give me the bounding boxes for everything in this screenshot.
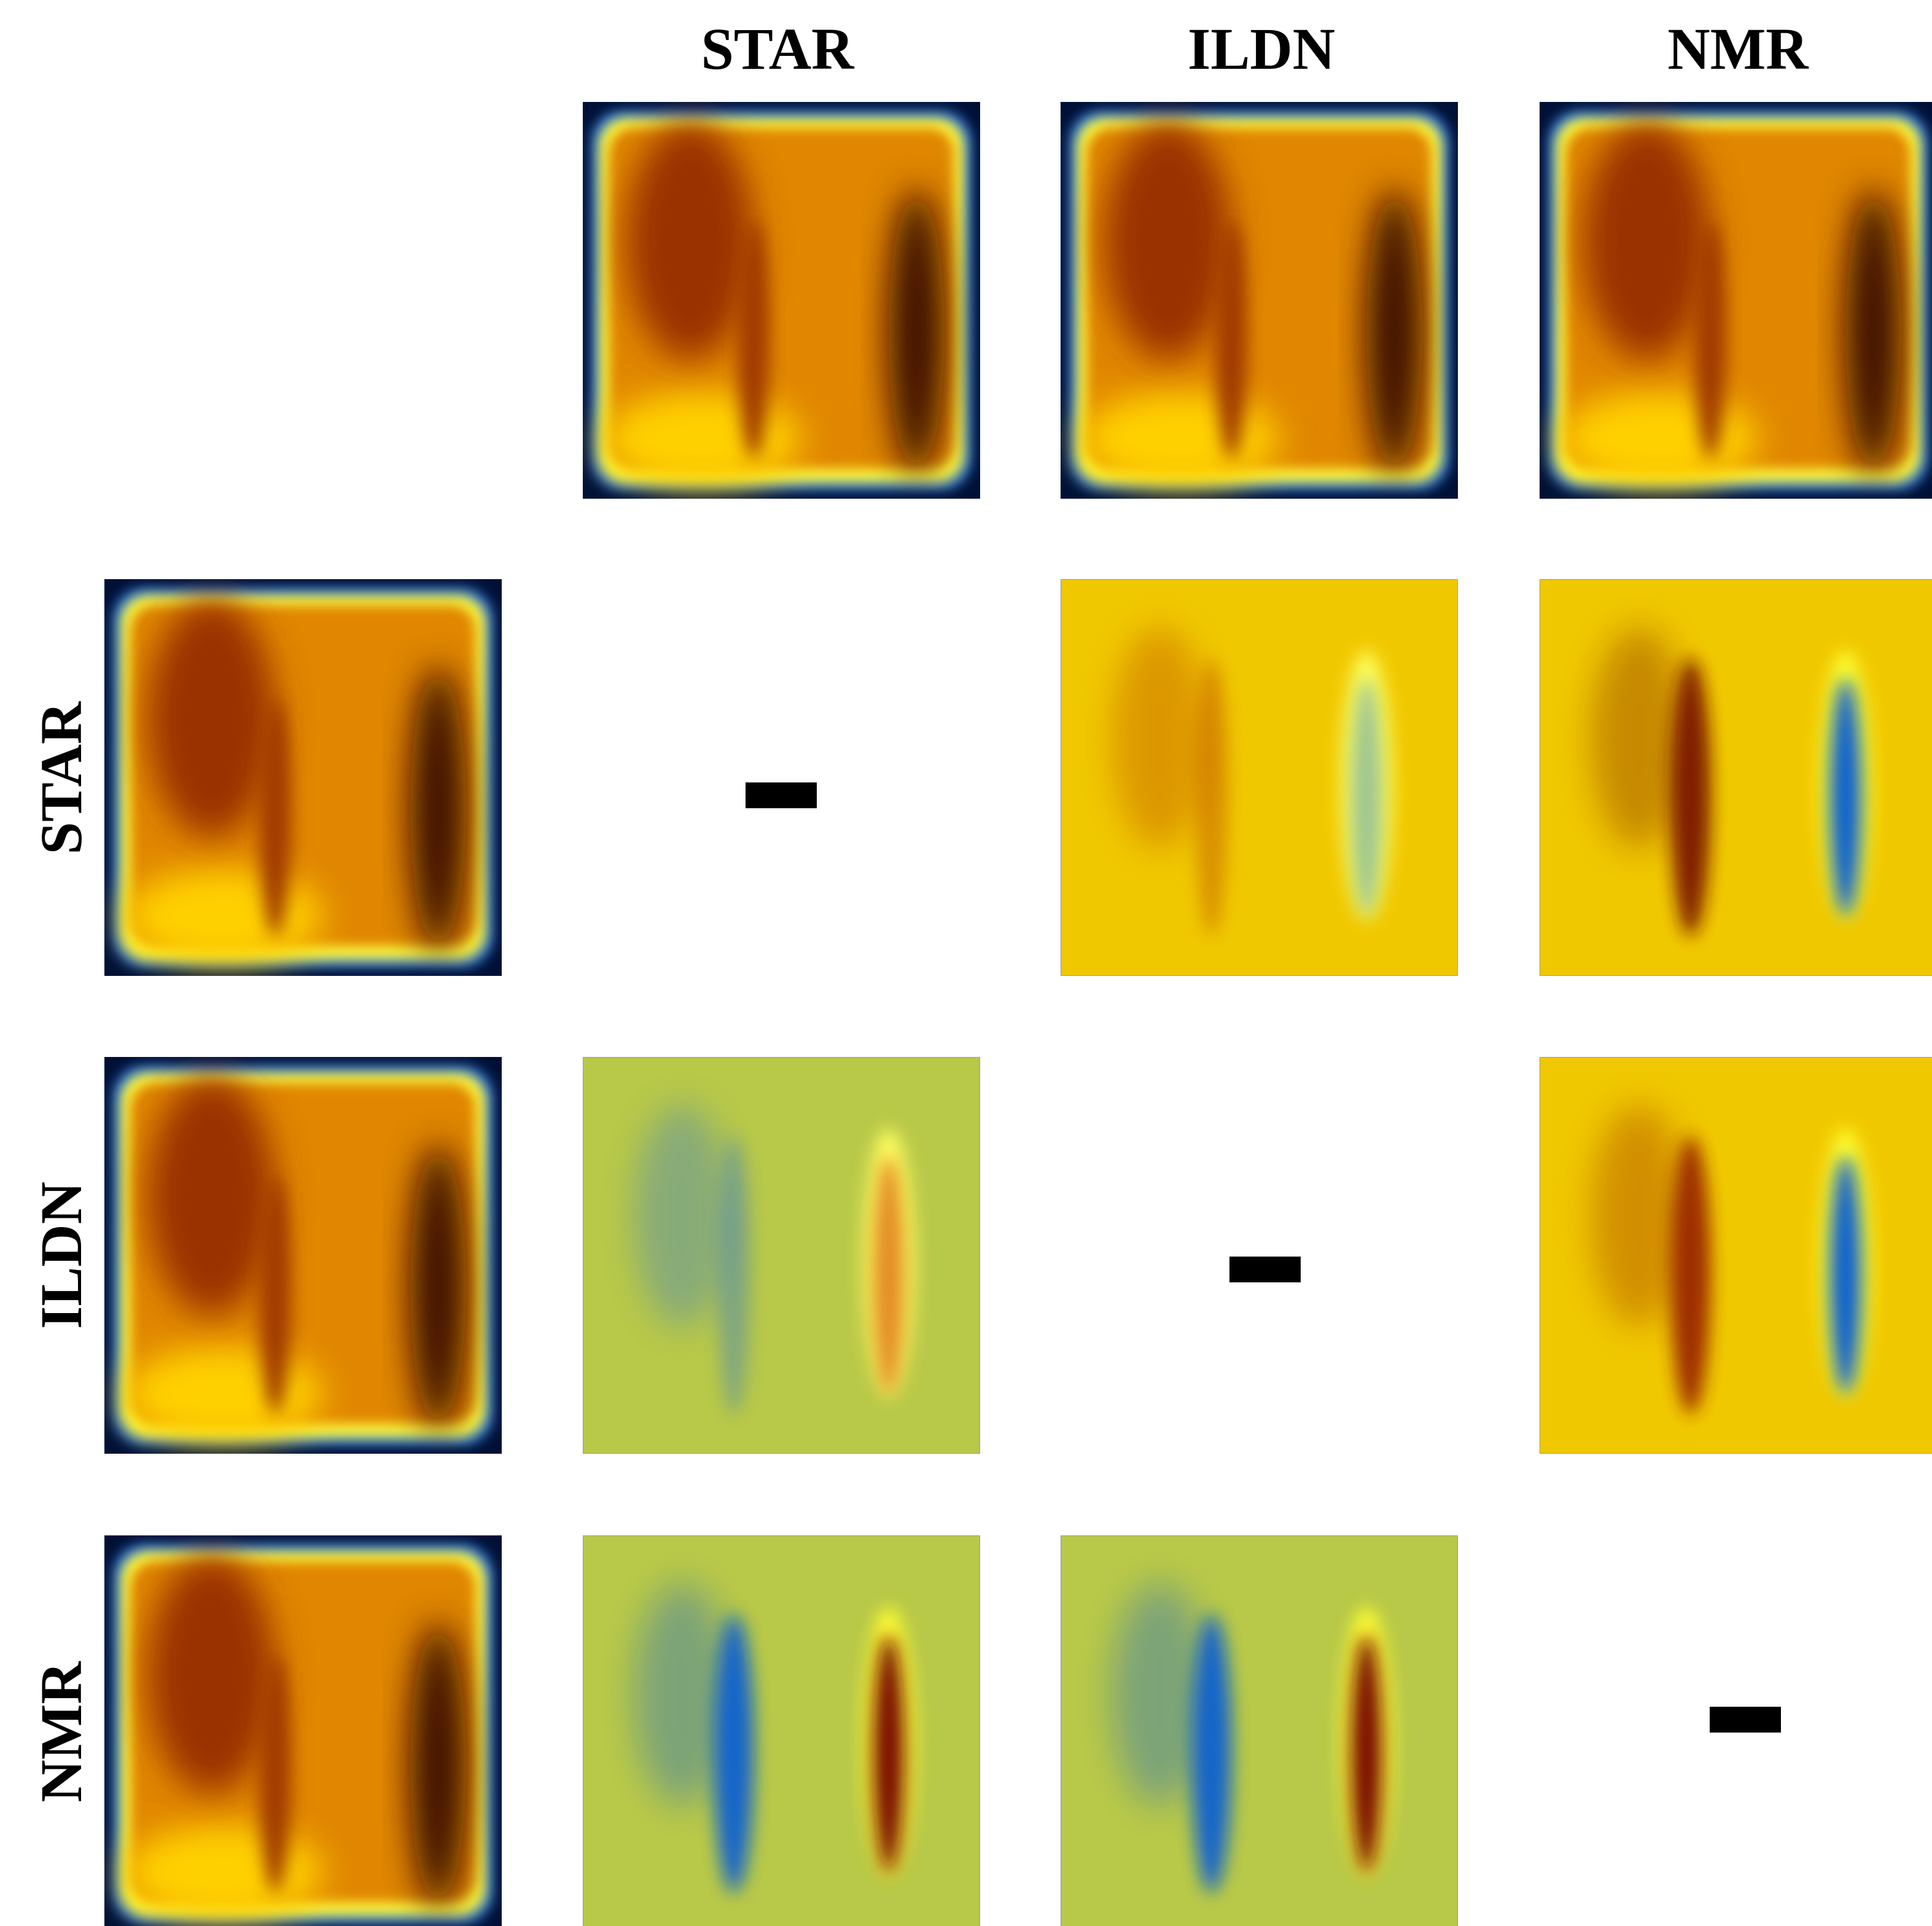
streak	[148, 1077, 275, 1315]
streak	[1694, 221, 1726, 459]
heatmap-panel	[1061, 1535, 1458, 1926]
heatmap-panel	[583, 102, 980, 499]
column-header: STAR	[701, 16, 855, 82]
blob	[718, 1136, 750, 1414]
heatmap-panel	[1061, 102, 1458, 499]
column-header: NMR	[1667, 16, 1809, 82]
streak	[738, 221, 769, 459]
dash	[1229, 1257, 1301, 1282]
streak	[410, 666, 466, 952]
dash	[746, 782, 817, 808]
glow	[124, 1347, 322, 1442]
dash	[1710, 1707, 1781, 1733]
streak	[148, 1555, 275, 1793]
heatmap-panel	[104, 579, 502, 976]
heatmap-panel	[104, 1535, 502, 1926]
column-header: ILDN	[1188, 16, 1335, 82]
row-header: ILDN	[28, 1182, 94, 1329]
glow	[124, 869, 322, 964]
page: STAR ILDN NMR STAR ILDN NMR (() => { con…	[0, 0, 1932, 1926]
blob	[634, 1105, 730, 1327]
figure: STAR ILDN NMR STAR ILDN NMR	[0, 0, 1932, 1926]
glow	[602, 392, 801, 487]
glow	[124, 1825, 322, 1920]
heatmap-panel	[583, 1057, 980, 1454]
blob	[873, 1635, 905, 1873]
streak	[259, 1176, 291, 1414]
streak	[410, 1144, 466, 1430]
streak	[1845, 189, 1901, 475]
blob	[1829, 1156, 1861, 1395]
blob	[1829, 679, 1861, 917]
blob	[714, 1615, 754, 1892]
blob	[1350, 1635, 1382, 1873]
streak	[626, 122, 754, 360]
blob	[1671, 1136, 1711, 1414]
heatmap-panel	[104, 1057, 502, 1454]
blob	[1196, 658, 1228, 936]
streak	[889, 189, 945, 475]
heatmap-panel	[583, 1535, 980, 1926]
glow	[1559, 392, 1758, 487]
streak	[1583, 122, 1710, 360]
streak	[1366, 189, 1422, 475]
row-header: STAR	[28, 701, 94, 855]
heatmap-panel	[1540, 1057, 1932, 1454]
heatmap-panel	[1540, 102, 1932, 499]
heatmap-panel	[1061, 579, 1458, 976]
blob	[1671, 658, 1711, 936]
streak	[259, 1655, 291, 1893]
streak	[410, 1623, 466, 1908]
glow	[1080, 392, 1279, 487]
blob	[873, 1156, 905, 1395]
blob	[1192, 1615, 1232, 1892]
heatmap-panel	[1540, 579, 1932, 976]
streak	[259, 698, 291, 937]
blob	[1112, 627, 1207, 849]
streak	[1104, 122, 1231, 360]
blob	[1350, 679, 1382, 917]
row-header: NMR	[28, 1661, 94, 1803]
streak	[1215, 221, 1247, 459]
streak	[148, 599, 275, 837]
